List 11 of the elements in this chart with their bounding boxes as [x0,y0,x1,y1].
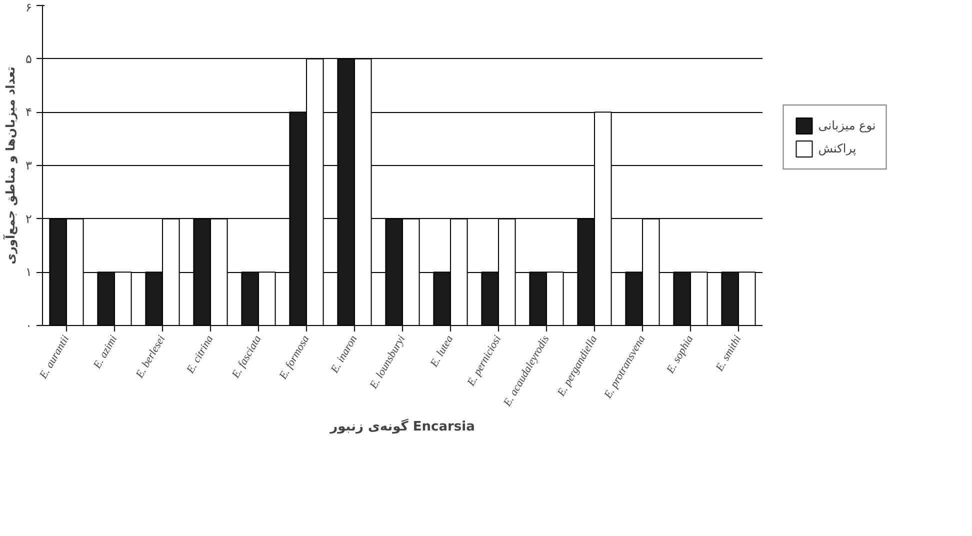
y-tick-label: ۰ [26,318,32,332]
y-tick-label: ۵ [26,52,32,66]
y-tick-label: ۳ [26,158,32,172]
y-tick-label: ۶ [26,0,32,14]
legend-label: پراکنش [818,141,856,155]
y-axis-title: تعداد میزبان‌ها و مناطق جمع‌آوری [2,66,18,264]
y-tick-label: ۲ [26,212,32,226]
y-tick-label: ۴ [26,105,32,120]
legend-label: نوع میزبانی [818,118,876,132]
x-axis-title: گونه‌ی زنبور Encarsia [329,418,475,434]
y-tick-label: ۱ [26,265,32,280]
